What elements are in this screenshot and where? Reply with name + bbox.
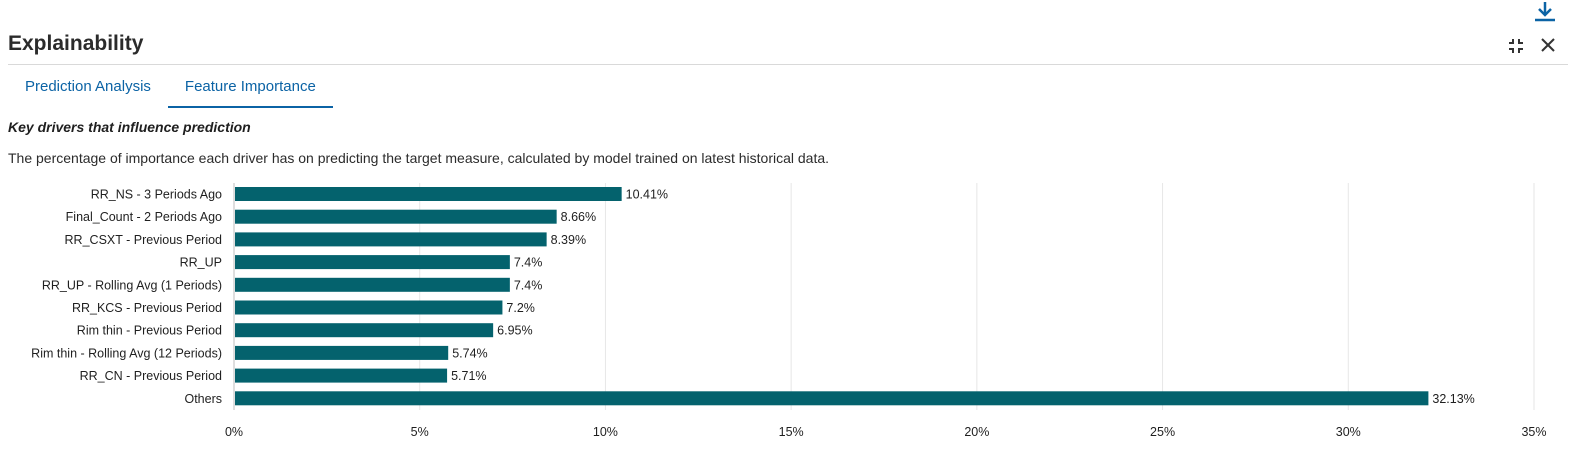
- bar: [235, 255, 510, 270]
- tab-bar: Prediction Analysis Feature Importance: [8, 66, 333, 108]
- bar: [235, 345, 449, 360]
- value-label: 5.74%: [452, 346, 487, 360]
- close-icon[interactable]: [1539, 36, 1557, 54]
- bar: [235, 300, 503, 315]
- x-tick-label: 0%: [225, 425, 243, 439]
- tab-feature-importance[interactable]: Feature Importance: [167, 66, 333, 108]
- x-tick-label: 15%: [779, 425, 804, 439]
- value-label: 10.41%: [626, 188, 668, 202]
- value-label: 7.4%: [514, 278, 543, 292]
- download-icon[interactable]: [1532, 0, 1558, 26]
- collapse-icon[interactable]: [1506, 36, 1526, 56]
- value-label: 7.4%: [514, 256, 543, 270]
- category-label: RR_NS - 3 Periods Ago: [91, 188, 222, 202]
- value-label: 6.95%: [497, 324, 532, 338]
- category-label: RR_UP - Rolling Avg (1 Periods): [42, 278, 222, 292]
- section-description: The percentage of importance each driver…: [8, 150, 830, 166]
- tab-prediction-analysis[interactable]: Prediction Analysis: [25, 78, 151, 95]
- bar: [235, 391, 1429, 406]
- x-tick-label: 30%: [1336, 425, 1361, 439]
- x-tick-label: 25%: [1150, 425, 1175, 439]
- x-tick-label: 5%: [411, 425, 429, 439]
- category-label: Rim thin - Previous Period: [77, 324, 222, 338]
- bar: [235, 277, 510, 292]
- value-label: 8.66%: [561, 210, 596, 224]
- bar: [235, 209, 557, 224]
- category-label: RR_UP: [180, 256, 222, 270]
- category-label: Final_Count - 2 Periods Ago: [66, 210, 222, 224]
- category-label: RR_CSXT - Previous Period: [65, 233, 223, 247]
- category-label: Others: [184, 392, 222, 406]
- category-label: RR_CN - Previous Period: [80, 369, 222, 383]
- x-tick-label: 35%: [1521, 425, 1546, 439]
- bar: [235, 187, 622, 201]
- header-divider: [8, 64, 1568, 65]
- section-heading: Key drivers that influence prediction: [8, 119, 251, 135]
- bar: [235, 323, 494, 338]
- value-label: 5.71%: [451, 369, 486, 383]
- x-tick-label: 10%: [593, 425, 618, 439]
- category-label: RR_KCS - Previous Period: [72, 301, 222, 315]
- value-label: 8.39%: [551, 233, 586, 247]
- value-label: 7.2%: [506, 301, 535, 315]
- panel-title: Explainability: [8, 32, 144, 55]
- category-label: Rim thin - Rolling Avg (12 Periods): [31, 346, 222, 360]
- bar: [235, 368, 448, 383]
- x-tick-label: 20%: [964, 425, 989, 439]
- value-label: 32.13%: [1432, 392, 1474, 406]
- bar: [235, 232, 547, 247]
